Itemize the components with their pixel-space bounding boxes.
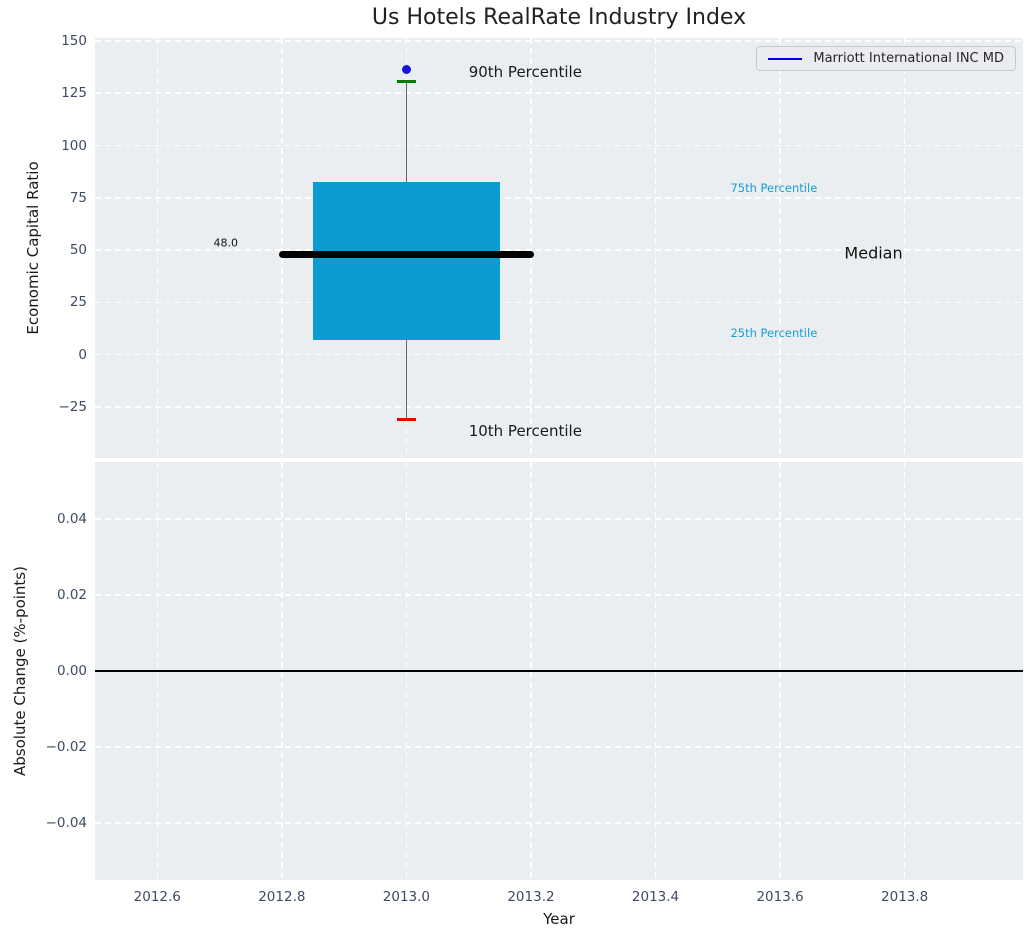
gridline-vertical (281, 38, 283, 458)
ytick-label: 0 (78, 346, 87, 363)
xtick-label: 2012.6 (133, 889, 181, 905)
company-point-marker (401, 64, 411, 74)
ytick-label: 125 (61, 85, 87, 102)
gridline-vertical (156, 38, 159, 458)
ytick-label: 100 (61, 137, 87, 154)
xtick-label: 2012.8 (258, 889, 306, 905)
axes-absolute-change (95, 462, 1023, 880)
gridline-vertical (530, 38, 532, 458)
ytick-label: 75 (69, 189, 87, 206)
ytick-label: 0.04 (56, 511, 87, 527)
annotation-90th-percentile: 90th Percentile (468, 63, 582, 82)
gridline-horizontal (95, 92, 1023, 94)
gridline-horizontal (95, 301, 1023, 304)
legend-line-icon (768, 57, 803, 60)
annotation-median: Median (844, 243, 903, 263)
legend: Marriott International INC MD (756, 46, 1016, 71)
xtick-label: 2013.2 (507, 889, 555, 905)
ytick-label: −25 (58, 398, 88, 415)
xtick-label: 2013.6 (756, 889, 804, 905)
gridline-vertical (779, 38, 781, 458)
annotation-25th-percentile: 25th Percentile (730, 326, 818, 341)
gridline-horizontal (95, 144, 1023, 147)
ytick-label: 0.00 (56, 663, 87, 679)
boxplot-median-line (278, 250, 534, 258)
ytick-label: 150 (61, 32, 87, 49)
ytick-label: 0.02 (56, 587, 87, 603)
ytick-label: −0.02 (45, 739, 87, 755)
annotation-48-0: 48.0 (213, 236, 239, 250)
boxplot-box (312, 182, 500, 341)
ytick-label: 50 (69, 242, 87, 259)
xlabel-year: Year (543, 910, 575, 928)
ytick-label: 25 (69, 294, 87, 311)
gridline-vertical (903, 38, 906, 458)
chart-title: Us Hotels RealRate Industry Index (371, 5, 747, 30)
ytick-label: −0.04 (45, 815, 87, 831)
xtick-label: 2013.4 (631, 889, 680, 905)
gridline-horizontal (95, 353, 1023, 356)
gridline-horizontal (95, 197, 1023, 199)
gridline-horizontal (95, 822, 1023, 824)
legend-label-marriott: Marriott International INC MD (813, 51, 1004, 66)
gridline-horizontal (95, 518, 1023, 520)
boxplot-cap-90th-percentile (397, 80, 416, 84)
annotation-75th-percentile: 75th Percentile (730, 181, 818, 196)
zero-reference-line (95, 670, 1023, 672)
gridline-horizontal (95, 40, 1023, 42)
gridline-horizontal (95, 746, 1023, 748)
boxplot-cap-10th-percentile (397, 418, 416, 421)
gridline-vertical (654, 38, 657, 458)
gridline-horizontal (95, 594, 1023, 596)
xtick-label: 2013.0 (382, 889, 431, 905)
gridline-horizontal (95, 249, 1023, 251)
axes-economic-capital-ratio: Marriott International INC MD 90th Perce… (95, 38, 1023, 458)
annotation-10th-percentile: 10th Percentile (468, 422, 582, 441)
xtick-label: 2013.8 (881, 889, 929, 905)
gridline-horizontal (95, 406, 1023, 408)
